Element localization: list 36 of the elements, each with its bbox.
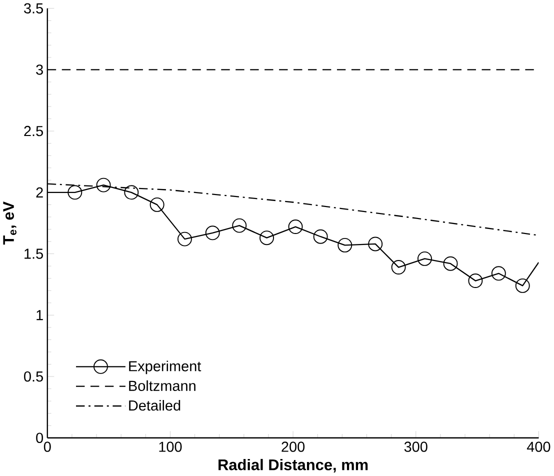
x-tick-label: 0 — [44, 442, 51, 452]
point — [391, 260, 406, 275]
y-tick-label: 1.5 — [24, 248, 43, 259]
x-tick-label: 300 — [404, 442, 428, 452]
point — [515, 278, 530, 294]
x-axis-title: Radial Distance, mm — [218, 459, 368, 473]
legend-label: Detailed — [129, 400, 180, 411]
point — [124, 185, 139, 200]
point — [417, 252, 432, 266]
point — [338, 238, 352, 253]
point — [468, 274, 483, 288]
point — [96, 178, 111, 192]
x-tick-label: 100 — [159, 442, 182, 452]
y-tick-label: 0 — [36, 432, 44, 444]
y-tick-label: 1 — [36, 310, 43, 320]
legend-label: Boltzmann — [129, 380, 196, 392]
y-tick-label: 0.5 — [24, 372, 43, 382]
point — [313, 229, 328, 244]
y-tick-label: 3 — [36, 64, 43, 75]
point — [232, 218, 247, 233]
y-axis-title: T$_{e}$, eV — [3, 202, 16, 245]
point — [443, 256, 458, 271]
x-tick-label: 200 — [282, 442, 305, 452]
y-tick-label: 2.5 — [24, 126, 43, 136]
y-tick-label: 3.5 — [24, 3, 43, 14]
y-tick-label: 2 — [36, 187, 43, 198]
x-tick-label: 400 — [526, 442, 550, 452]
point — [288, 220, 303, 234]
point — [491, 266, 506, 281]
point — [260, 230, 274, 246]
point — [150, 198, 164, 212]
point — [368, 236, 383, 252]
legend-label: Experiment — [129, 360, 202, 374]
point — [177, 232, 192, 246]
point — [205, 226, 220, 240]
point — [68, 185, 82, 200]
